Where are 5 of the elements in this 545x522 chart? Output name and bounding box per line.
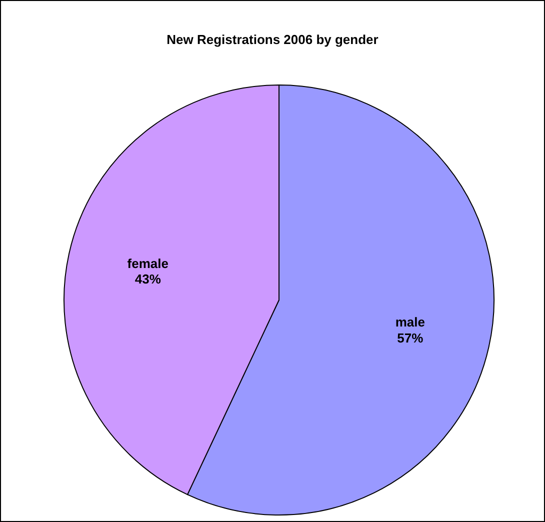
data-label: 57% (397, 330, 424, 346)
chart-title: New Registrations 2006 by gender (166, 32, 378, 47)
slice-label: female (127, 256, 168, 272)
data-label: 43% (134, 272, 162, 287)
slice-label: male (395, 314, 425, 330)
